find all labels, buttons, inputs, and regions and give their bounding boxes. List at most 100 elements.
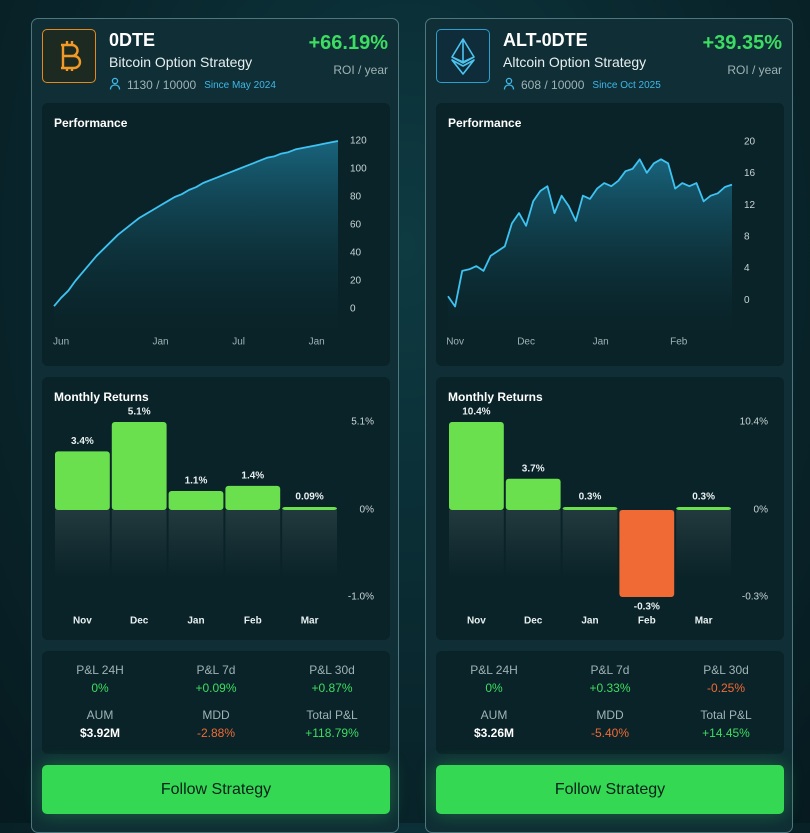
stat-value: 0% [485,681,503,695]
stat: P&L 24H 0% [436,663,552,698]
x-tick-label: Nov [467,616,486,627]
monthly-panel: Monthly Returns 10.4% 0% -0.3% 10.4% Nov 3.7% D… [436,377,784,640]
y-tick-label: 60 [350,220,362,231]
x-tick-label: Feb [244,616,262,627]
column-shade [449,510,504,577]
stats-panel: P&L 24H 0% P&L 7d +0.09% P&L 30d +0.87% AUM $3.… [42,651,390,754]
bar [562,507,618,510]
column-shade [168,510,224,577]
value-label: 0.3% [692,492,715,503]
line [53,140,339,307]
users-count: 1130 / 10000 [127,78,197,92]
y-tick-label: 0% [754,505,769,516]
y-tick-label: 100 [350,164,367,175]
stat-value: $3.92M [79,725,121,740]
y-tick-label: 120 [350,136,367,147]
stat-value: +0.09% [195,681,237,695]
follow-button[interactable]: Follow Strategy [42,765,390,814]
y-tick-label: 4 [744,263,750,274]
stat-value: +118.79% [305,725,359,740]
stat-label: AUM [480,707,508,722]
performance-chart: Performance 0 20 40 60 80 100 120 Jun Jan Jul Jan [53,116,367,347]
area [54,141,338,334]
value-label: -0.3% [634,602,660,613]
follow-button[interactable]: Follow Strategy [436,765,784,814]
stat-label: P&L 7d [590,663,630,677]
line [447,158,733,308]
strategy-title: 0DTE [109,30,156,50]
stat-value: -2.88% [196,725,236,740]
strategy-icon [436,29,490,83]
y-tick-label: 0 [744,295,750,306]
column-shade [505,510,561,577]
monthly-chart: Monthly Returns 5.1% 0% -1.0% 3.4% Nov 5.1% Dec… [54,390,374,627]
stat: Total P&L +118.79% [274,708,390,743]
stat: P&L 30d -0.25% [668,663,784,698]
users-count: 608 / 10000 [521,78,585,92]
y-tick-label: 16 [744,168,756,179]
chart-title: Monthly Returns [54,390,149,404]
bar [619,510,675,597]
x-tick-label: Mar [301,616,319,627]
y-tick-label: 20 [744,137,756,148]
strategy-card: ALT-0DTE Altcoin Option Strategy 608 / 100… [425,18,793,833]
column-shade [225,510,281,577]
stat-value: +0.33% [589,681,631,695]
y-tick-label: -0.3% [742,592,768,603]
y-tick-label: 8 [744,232,750,243]
stat: P&L 30d +0.87% [274,663,390,698]
strategy-title: ALT-0DTE [503,30,588,50]
stat: P&L 7d +0.09% [158,663,274,698]
value-label: 1.1% [185,476,208,487]
stat-label: AUM [86,707,114,722]
monthly-panel: Monthly Returns 5.1% 0% -1.0% 3.4% Nov 5.1% Dec… [42,377,390,640]
stat-value: 0% [91,681,109,695]
value-label: 3.7% [522,463,545,474]
stat: AUM $3.92M [42,708,158,743]
stat-label: P&L 30d [703,663,749,677]
value-label: 0.3% [579,492,602,503]
value-label: 3.4% [71,436,94,447]
stat-value: +14.45% [702,725,750,740]
bar [449,422,504,510]
x-tick-label: Dec [130,616,149,627]
user-icon [503,77,515,93]
x-tick-label: Jan [593,337,609,348]
y-tick-label: 20 [350,276,362,287]
stat: AUM $3.26M [436,708,552,743]
stat: MDD -2.88% [158,708,274,743]
bar [505,478,561,510]
y-tick-label: 10.4% [740,417,768,428]
roi-label: ROI / year [333,63,388,77]
since-date: Since Oct 2025 [592,79,661,91]
stat-label: Total P&L [306,707,358,722]
stat-value: $3.26M [473,725,515,740]
x-tick-label: Mar [695,616,713,627]
roi-value: +66.19% [308,32,388,54]
y-tick-label: 40 [350,248,362,259]
monthly-chart: Monthly Returns 10.4% 0% -0.3% 10.4% Nov 3.7% D… [448,390,769,627]
bar [55,451,110,510]
stat-label: P&L 24H [470,663,518,677]
strategy-icon [42,29,96,83]
value-label: 0.09% [295,492,323,503]
stat-value: +0.87% [311,681,353,695]
column-shade [111,510,167,577]
bar [676,507,731,510]
strategy-card: 0DTE Bitcoin Option Strategy 1130 / 10000 S… [31,18,399,833]
stat: P&L 7d +0.33% [552,663,668,698]
area [448,159,732,334]
stat-label: MDD [202,707,230,722]
stat-label: P&L 24H [76,663,124,677]
value-label: 1.4% [241,470,264,481]
bar [168,491,224,510]
column-shade [282,510,337,577]
user-icon [109,77,121,93]
performance-panel: Performance 0 4 8 12 16 20 Nov Dec Jan Feb [436,103,784,366]
users-row: 1130 / 10000 Since May 2024 [109,77,276,93]
x-tick-label: Dec [524,616,543,627]
stats-panel: P&L 24H 0% P&L 7d +0.33% P&L 30d -0.25% AUM $3.… [436,651,784,754]
stat-label: MDD [596,707,624,722]
stat-label: P&L 30d [309,663,355,677]
